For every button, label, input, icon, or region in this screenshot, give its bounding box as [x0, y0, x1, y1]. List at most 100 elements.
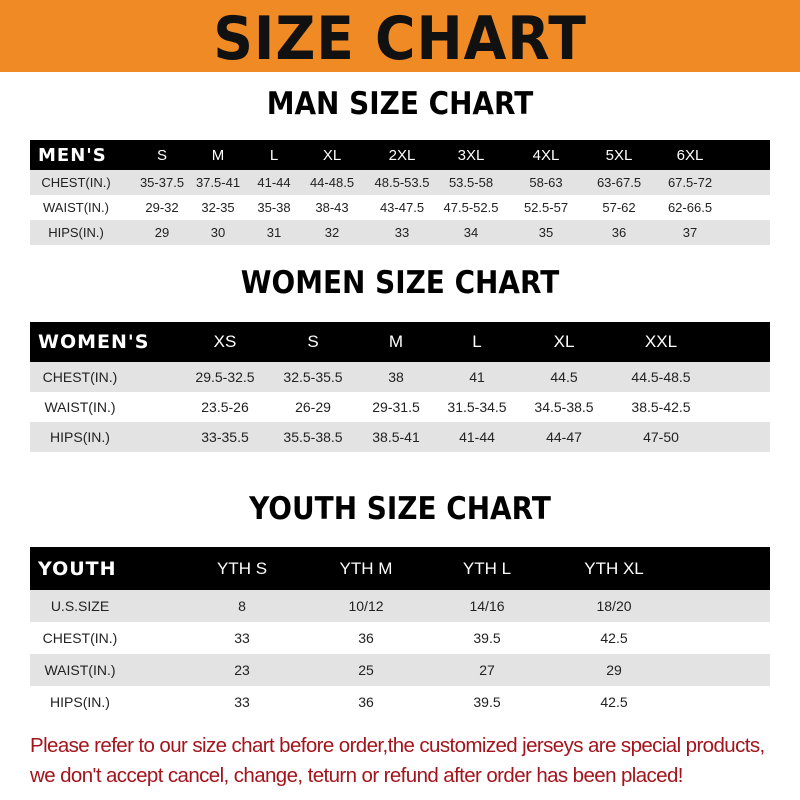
table-cell: 29 [606, 662, 622, 678]
table-header-row: WOMEN'S XS S M L XL XXL [30, 322, 770, 362]
table-row: CHEST(IN.) 35-37.5 37.5-41 41-44 44-48.5 48.5… [30, 170, 770, 195]
table-cell: 35-38 [257, 200, 291, 215]
table-cell: 44-47 [546, 429, 582, 445]
table-cell: 36 [611, 225, 627, 240]
size-header-cell: XS [213, 332, 237, 351]
size-header-cell: M [388, 332, 404, 351]
measurement-label-cell: WAIST(IN.) [43, 200, 109, 215]
table-row: U.S.SIZE 8 10/12 14/16 18/20 [30, 590, 770, 622]
table-cell: 39.5 [473, 630, 501, 646]
men-section-title: MAN SIZE CHART [266, 86, 534, 122]
table-cell: 57-62 [602, 200, 636, 215]
size-header-cell: 6XL [676, 146, 704, 164]
notice-line-1: Please refer to our size chart before or… [30, 734, 765, 757]
table-row: HIPS(IN.) 33-35.5 35.5-38.5 38.5-41 41-44 44-… [30, 422, 770, 452]
table-cell: 32-35 [201, 200, 235, 215]
table-cell: 33 [234, 694, 250, 710]
table-cell: 63-67.5 [596, 175, 642, 190]
measurement-label-cell: HIPS(IN.) [50, 429, 110, 445]
table-cell: 30 [210, 225, 226, 240]
table-cell: 10/12 [348, 598, 384, 614]
table-cell: 38 [388, 369, 404, 385]
table-cell: 34 [463, 225, 479, 240]
men-size-table: MEN'S S M L XL 2XL 3XL 4XL 5XL 6XL CHEST(IN.) 35-37… [30, 140, 770, 245]
table-cell: 34.5-38.5 [534, 399, 594, 415]
measurement-label-cell: WAIST(IN.) [44, 662, 116, 678]
table-cell: 23 [234, 662, 250, 678]
table-header-row: MEN'S S M L XL 2XL 3XL 4XL 5XL 6XL [30, 140, 770, 170]
table-cell: 35 [538, 225, 554, 240]
size-header-cell: YTH M [339, 558, 393, 578]
table-cell: 33 [234, 630, 250, 646]
table-row: WAIST(IN.) 23.5-26 26-29 29-31.5 31.5-34.5 34… [30, 392, 770, 422]
title-banner [0, 0, 800, 72]
table-cell: 32 [324, 225, 340, 240]
size-header-cell: L [269, 146, 279, 164]
youth-size-table: YOUTH YTH S YTH M YTH L YTH XL U.S.SIZE 8 10/12… [30, 547, 770, 718]
table-row: HIPS(IN.) 33 36 39.5 42.5 [30, 686, 770, 718]
table-row: CHEST(IN.) 29.5-32.5 32.5-35.5 38 41 44.5 44.5… [30, 362, 770, 392]
size-header-cell: S [156, 146, 168, 164]
table-cell: 52.5-57 [523, 200, 569, 215]
table-cell: 38.5-42.5 [631, 399, 691, 415]
table-cell: 37 [682, 225, 698, 240]
table-title-cell: YOUTH [38, 557, 117, 580]
size-header-cell: XL [553, 332, 575, 351]
size-header-cell: YTH L [462, 558, 512, 578]
women-size-table: WOMEN'S XS S M L XL XXL CHEST(IN.) 29.5-32.5 32.5… [30, 322, 770, 452]
table-cell: 25 [358, 662, 374, 678]
table-cell: 36 [358, 630, 374, 646]
measurement-label-cell: WAIST(IN.) [44, 399, 116, 415]
size-header-cell: XXL [644, 332, 678, 351]
women-section-title: WOMEN SIZE CHART [240, 265, 560, 301]
table-cell: 44.5 [550, 369, 578, 385]
size-header-cell: M [211, 146, 225, 164]
table-cell: 27 [479, 662, 495, 678]
size-header-cell: S [307, 332, 319, 351]
table-cell: 29-31.5 [372, 399, 420, 415]
size-header-cell: 5XL [605, 146, 633, 164]
size-header-cell: 4XL [532, 146, 560, 164]
table-cell: 18/20 [596, 598, 632, 614]
table-cell: 35-37.5 [139, 175, 185, 190]
table-cell: 33 [394, 225, 410, 240]
table-cell: 35.5-38.5 [283, 429, 343, 445]
table-cell: 47.5-52.5 [443, 200, 499, 215]
table-cell: 39.5 [473, 694, 501, 710]
table-cell: 58-63 [529, 175, 563, 190]
table-cell: 41 [469, 369, 485, 385]
table-title-cell: WOMEN'S [38, 331, 150, 353]
measurement-label-cell: CHEST(IN.) [42, 630, 118, 646]
table-cell: 53.5-58 [448, 175, 494, 190]
table-cell: 44-48.5 [309, 175, 355, 190]
table-header-row: YOUTH YTH S YTH M YTH L YTH XL [30, 547, 770, 590]
table-row: WAIST(IN.) 23 25 27 29 [30, 654, 770, 686]
table-cell: 33-35.5 [201, 429, 249, 445]
table-cell: 36 [358, 694, 374, 710]
measurement-label-cell: CHEST(IN.) [41, 175, 111, 190]
table-cell: 47-50 [643, 429, 679, 445]
table-cell: 44.5-48.5 [631, 369, 691, 385]
table-row: CHEST(IN.) 33 36 39.5 42.5 [30, 622, 770, 654]
table-cell: 32.5-35.5 [283, 369, 343, 385]
table-cell: 14/16 [469, 598, 505, 614]
size-header-cell: 2XL [388, 146, 416, 164]
size-header-cell: 3XL [457, 146, 485, 164]
table-cell: 23.5-26 [201, 399, 249, 415]
measurement-label-cell: CHEST(IN.) [42, 369, 118, 385]
table-cell: 29 [154, 225, 170, 240]
table-cell: 29-32 [145, 200, 179, 215]
youth-section-title: YOUTH SIZE CHART [249, 491, 551, 527]
table-cell: 41-44 [257, 175, 291, 190]
page-title: SIZE CHART [213, 4, 587, 74]
table-cell: 43-47.5 [379, 200, 425, 215]
notice-line-2: we don't accept cancel, change, teturn o… [30, 764, 683, 787]
table-cell: 41-44 [459, 429, 495, 445]
table-cell: 62-66.5 [667, 200, 713, 215]
measurement-label-cell: HIPS(IN.) [50, 694, 110, 710]
size-header-cell: XL [322, 146, 342, 164]
size-header-cell: YTH S [216, 558, 268, 578]
table-row: WAIST(IN.) 29-32 32-35 35-38 38-43 43-47.5 47.… [30, 195, 770, 220]
size-header-cell: YTH XL [584, 558, 644, 578]
table-cell: 37.5-41 [195, 175, 241, 190]
